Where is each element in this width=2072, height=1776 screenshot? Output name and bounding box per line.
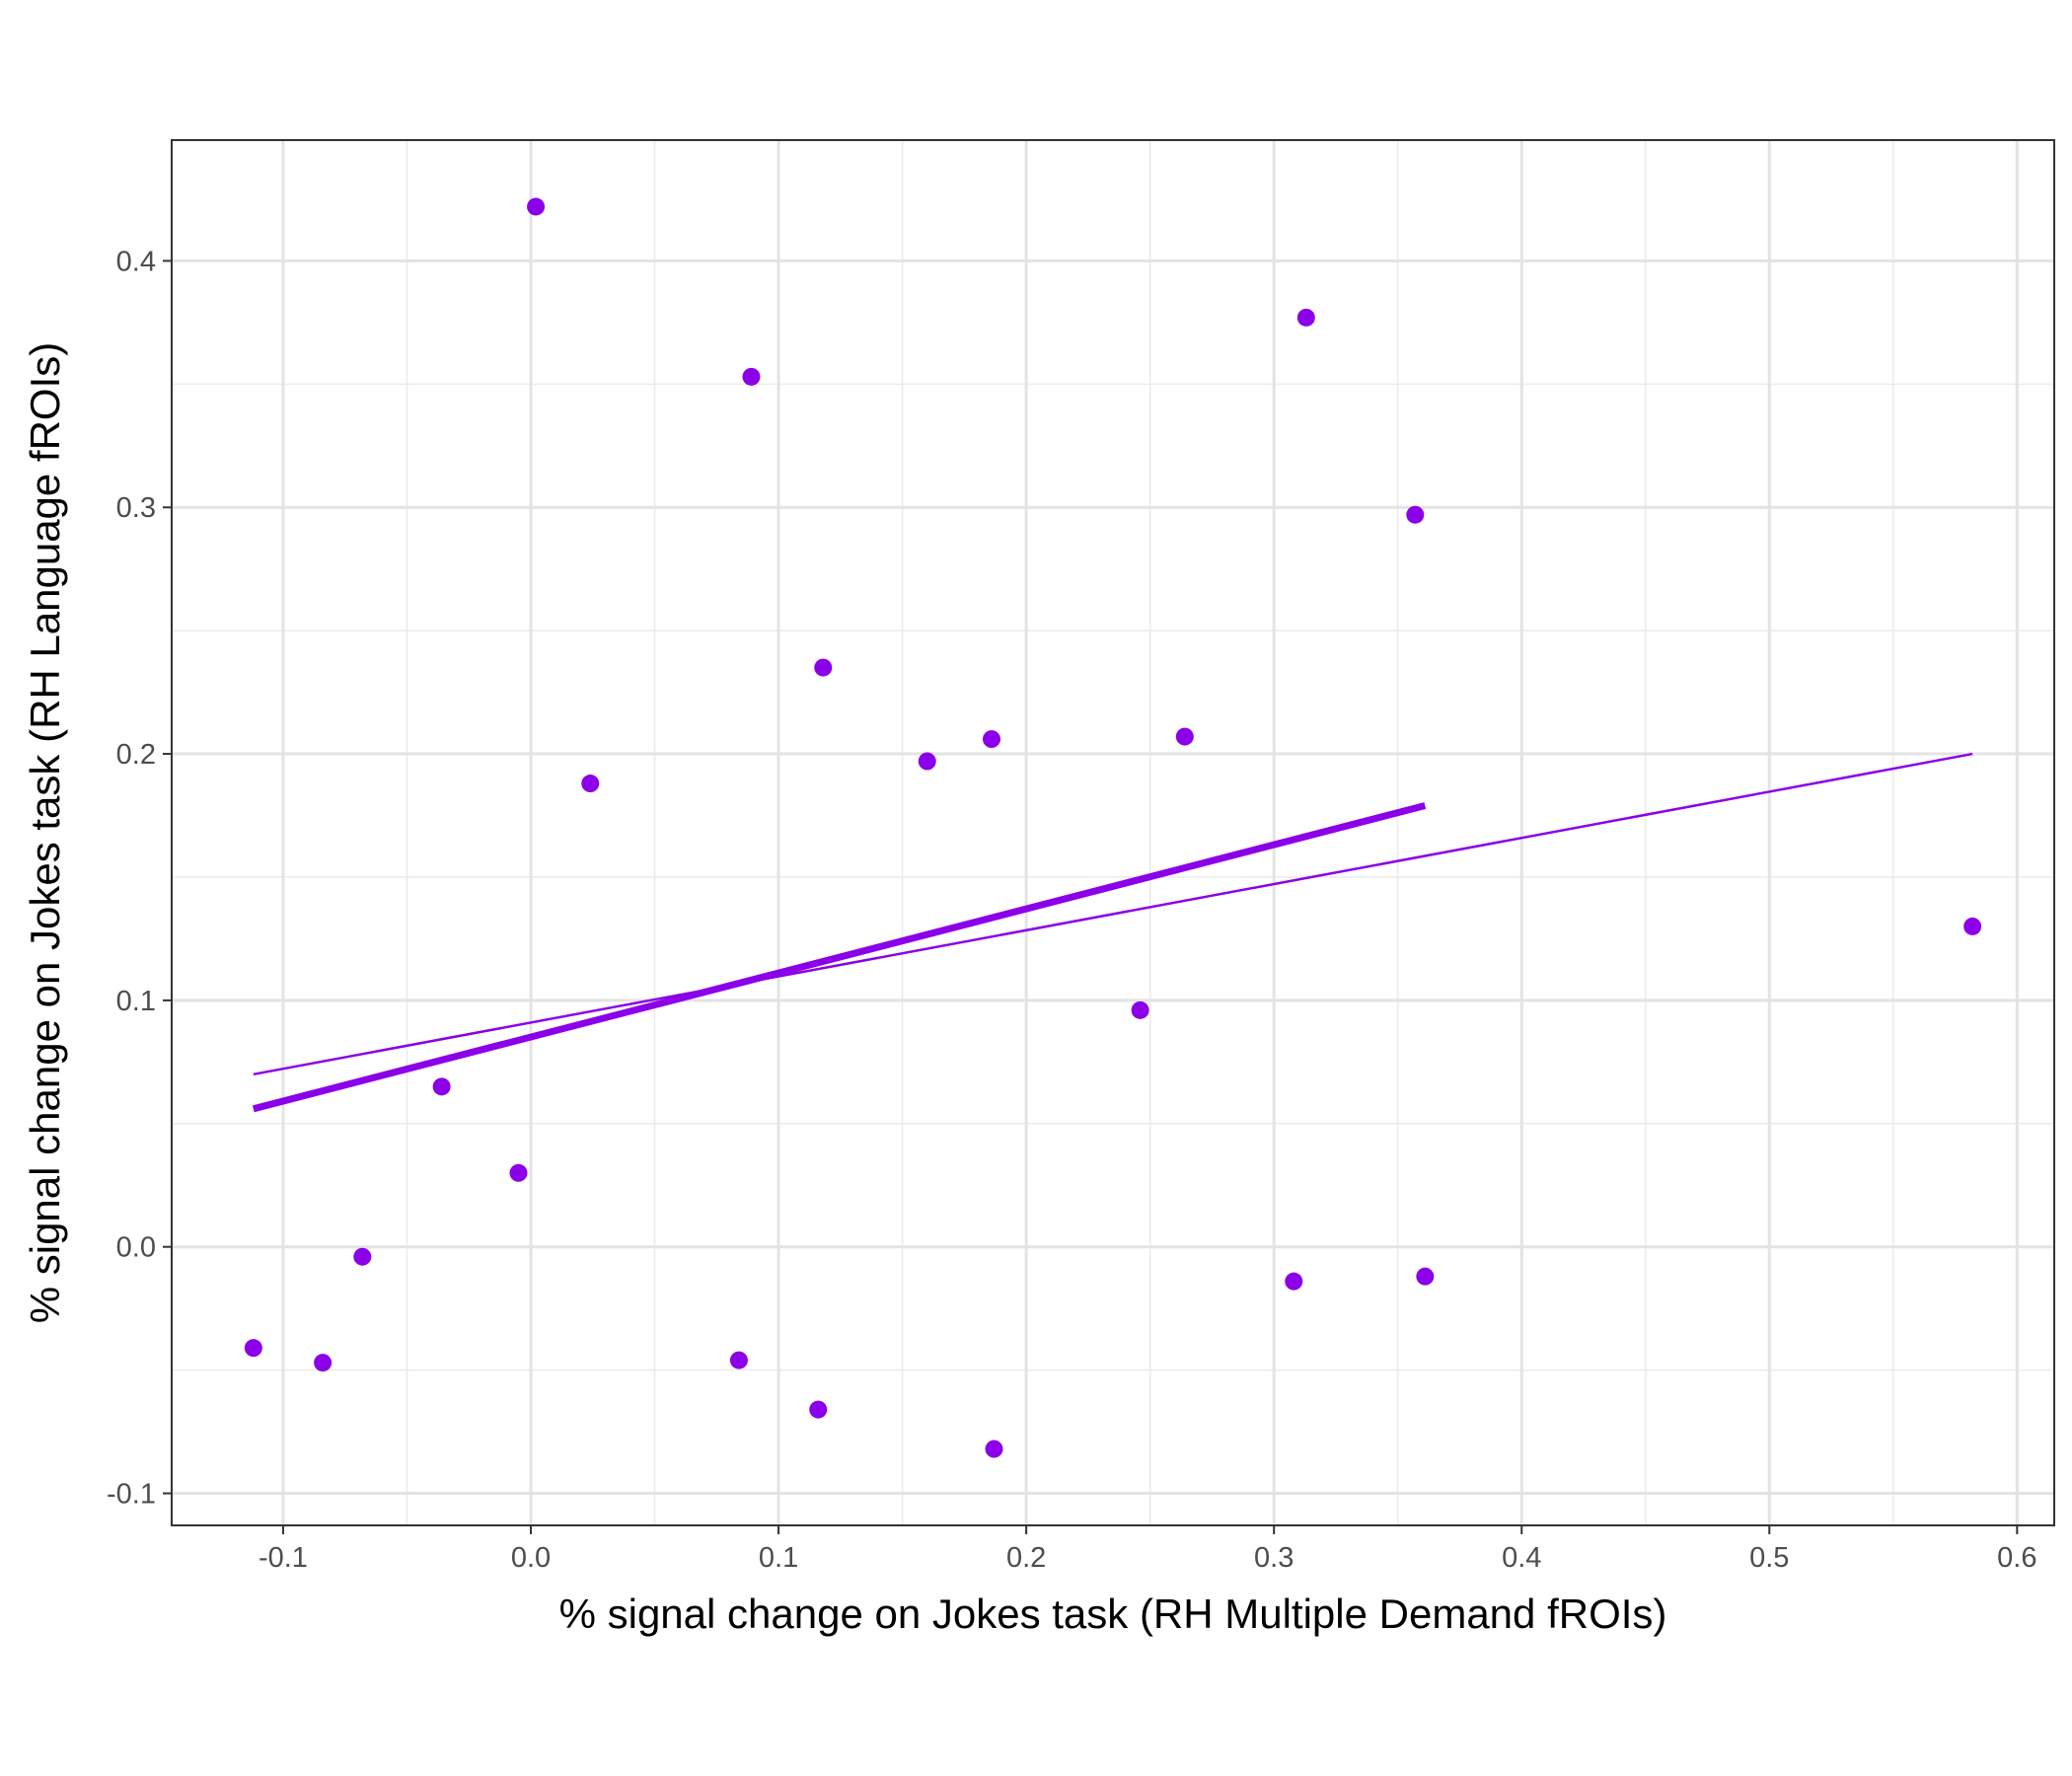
y-tick-label: -0.1 (107, 1479, 156, 1511)
data-point (353, 1247, 372, 1266)
minor-gridlines (172, 140, 2054, 1525)
data-point (581, 775, 600, 793)
data-point (982, 730, 1000, 749)
x-tick-label: -0.1 (259, 1542, 308, 1574)
x-tick-label: 0.3 (1254, 1542, 1294, 1574)
data-point (527, 197, 546, 216)
data-point (314, 1354, 333, 1372)
data-point (1406, 505, 1425, 524)
data-point (244, 1339, 262, 1358)
x-tick-label: 0.6 (1997, 1542, 2036, 1574)
data-point (918, 752, 936, 771)
y-tick-label: 0.2 (116, 739, 156, 771)
x-tick-label: 0.1 (759, 1542, 798, 1574)
y-tick-label: 0.1 (116, 986, 156, 1017)
data-point (432, 1077, 451, 1096)
x-tick-label: 0.0 (511, 1542, 551, 1574)
y-axis-ticks: -0.1 0.0 0.1 0.2 0.3 0.4 (107, 246, 172, 1511)
data-point (1131, 1000, 1149, 1019)
data-point (1416, 1267, 1435, 1286)
x-tick-label: 0.5 (1749, 1542, 1789, 1574)
data-point (1285, 1272, 1303, 1291)
data-point (1963, 917, 1982, 935)
data-point (985, 1440, 1003, 1458)
panel-border (171, 139, 2055, 1526)
data-point (742, 367, 761, 386)
data-point (814, 658, 833, 677)
y-axis-title: % signal change on Jokes task (RH Langua… (22, 342, 68, 1324)
x-tick-label: 0.2 (1006, 1542, 1046, 1574)
data-point (1296, 308, 1315, 327)
major-gridlines (172, 140, 2054, 1525)
regression-line-thin (253, 752, 1973, 1076)
regression-line-thick (252, 802, 1427, 1113)
y-tick-label: 0.4 (116, 246, 156, 277)
data-point (729, 1351, 748, 1369)
data-point (1175, 727, 1194, 746)
regression-lines (252, 752, 1973, 1113)
x-axis-ticks: -0.1 0.0 0.1 0.2 0.3 0.4 0.5 0.6 (259, 1525, 2037, 1574)
y-tick-label: 0.3 (116, 492, 156, 524)
data-point (509, 1163, 528, 1182)
x-axis-title: % signal change on Jokes task (RH Multip… (559, 1591, 1667, 1637)
data-point (809, 1400, 828, 1419)
x-tick-label: 0.4 (1502, 1542, 1541, 1574)
data-points (244, 197, 1982, 1458)
y-tick-label: 0.0 (116, 1232, 156, 1264)
